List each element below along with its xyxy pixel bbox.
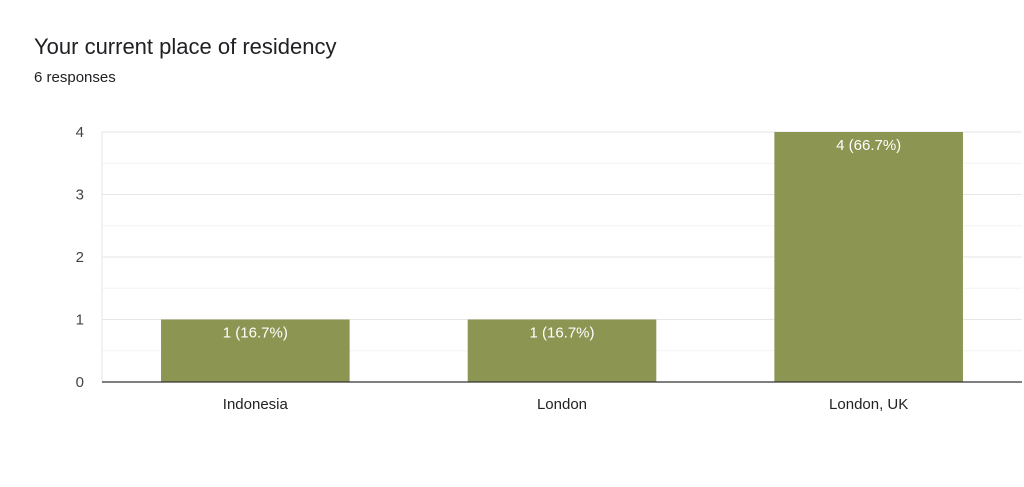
response-count: 6 responses xyxy=(34,69,116,86)
y-tick-label: 2 xyxy=(76,249,84,266)
x-category-label: London, UK xyxy=(829,396,908,413)
bar-data-label: 1 (16.7%) xyxy=(223,325,288,342)
x-category-label: London xyxy=(537,396,587,413)
bar-data-label: 1 (16.7%) xyxy=(529,325,594,342)
bar xyxy=(467,319,657,382)
bar xyxy=(161,319,350,382)
y-tick-label: 4 xyxy=(76,124,84,141)
bar-data-label: 4 (66.7%) xyxy=(836,137,901,154)
y-tick-label: 0 xyxy=(76,374,84,391)
chart-title: Your current place of residency xyxy=(34,34,337,59)
x-category-label: Indonesia xyxy=(223,396,289,413)
y-tick-label: 1 xyxy=(76,312,84,329)
bar xyxy=(774,132,963,382)
y-tick-label: 3 xyxy=(76,187,84,204)
